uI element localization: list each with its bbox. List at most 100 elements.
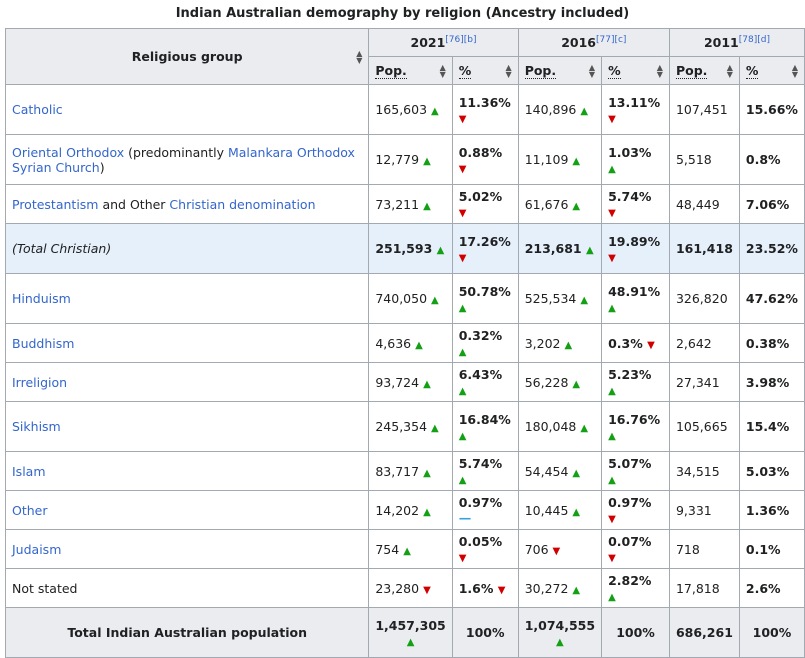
sort-icon[interactable]: ▲ ▼ [588, 62, 596, 79]
religion-link[interactable]: Oriental Orthodox [12, 144, 125, 160]
sort-icon[interactable]: ▲ ▼ [356, 48, 363, 65]
sort-icon[interactable]: ▲ ▼ [726, 62, 733, 79]
pct-2011-header[interactable]: % ▲ ▼ [738, 56, 805, 85]
cell-value: 16.76% [608, 411, 661, 427]
pop-2011-cell: 34,515 [668, 451, 740, 491]
sort-icon[interactable]: ▲ ▼ [439, 62, 446, 79]
year-label: 2011 [703, 35, 739, 51]
cell-value: 5.74% [608, 189, 652, 204]
pct-2016-header[interactable]: % ▲ ▼ [601, 56, 670, 85]
cell-value: 140,896 [524, 102, 577, 117]
religion-link[interactable]: Catholic [12, 102, 63, 117]
religion-link[interactable]: Malankara Orthodox Syrian Church [12, 144, 355, 175]
reference-link[interactable]: [77][c] [595, 34, 627, 45]
cell-value: 1.6% [458, 580, 494, 596]
cell-value: 11,109 [524, 152, 569, 167]
cell-value: 0.97% [608, 495, 652, 510]
religion-link[interactable]: Judaism [12, 541, 62, 557]
cell-value: 54,454 [524, 463, 569, 479]
pct-2011-cell: 2.6% [738, 568, 805, 608]
increase-icon: ▲ [406, 636, 415, 648]
table-row-oriental-orthodox: Oriental Orthodox (predominantly Malanka… [4, 134, 805, 185]
sort-icon[interactable]: ▲ ▼ [656, 62, 663, 79]
pop-2011-total: 686,261 [668, 607, 740, 658]
cell-value: 7.06% [745, 196, 790, 212]
cell-value: 5.03% [745, 463, 790, 479]
pct-2016-cell: 2.82% ▲ [601, 568, 670, 608]
reference-link[interactable]: [76][b] [445, 34, 477, 45]
increase-icon: ▲ [608, 163, 616, 175]
cell-value: 19.89% [608, 233, 661, 249]
sort-icon[interactable]: ▲ ▼ [505, 62, 512, 79]
decrease-icon: ▼ [552, 545, 561, 557]
pct-2016-cell: 16.76% ▲ [601, 401, 670, 452]
increase-icon: ▲ [608, 302, 616, 314]
pop-2021-cell: 14,202 ▲ [368, 490, 453, 530]
increase-icon: ▲ [431, 106, 439, 117]
total-label: Total Indian Australian population [4, 607, 370, 658]
religion-link[interactable]: Christian denomination [169, 196, 316, 212]
religion-link[interactable]: Sikhism [12, 419, 61, 434]
cell-value: 4,636 [375, 335, 412, 351]
pop-2021-cell: 83,717 ▲ [368, 451, 453, 491]
pop-2016-cell: 3,202 ▲ [517, 323, 603, 363]
cell-value: 0.8% [745, 152, 781, 167]
religion-link[interactable]: Hinduism [12, 291, 71, 306]
cell-value: 0.1% [745, 541, 781, 557]
religion-text: (Total Christian) [12, 241, 112, 256]
pop-2011-cell: 2,642 [668, 323, 740, 363]
pct-2021-cell: 0.88% ▼ [451, 134, 519, 185]
cell-value: 6.43% [458, 367, 503, 382]
reference-link[interactable]: [78][d] [738, 34, 770, 45]
increase-icon: ▲ [458, 347, 467, 358]
pct-2021-cell: 11.36% ▼ [451, 84, 519, 135]
increase-icon: ▲ [580, 295, 589, 306]
year-header-2016: 2016[77][c] [517, 28, 670, 57]
religious-group-cell: Hinduism [4, 273, 370, 324]
cell-value: 3.98% [745, 374, 790, 390]
pct-2016-cell: 13.11% ▼ [601, 84, 670, 135]
pop-2021-cell: 12,779 ▲ [368, 134, 453, 185]
year-header-2011: 2011[78][d] [668, 28, 805, 57]
increase-icon: ▲ [572, 156, 581, 167]
pct-2021-header[interactable]: % ▲ ▼ [451, 56, 519, 85]
pct-2021-cell: 0.97% — [451, 490, 519, 530]
religion-link[interactable]: Protestantism [12, 196, 99, 212]
cell-value: 9,331 [675, 502, 712, 518]
sort-icon[interactable]: ▲ ▼ [791, 62, 798, 79]
increase-icon: ▲ [572, 200, 581, 212]
pop-2011-header[interactable]: Pop. ▲ ▼ [668, 56, 740, 85]
cell-value: 213,681 [524, 241, 582, 256]
increase-icon: ▲ [585, 245, 594, 256]
pop-2021-header[interactable]: Pop. ▲ ▼ [368, 56, 453, 85]
table-caption: Indian Australian demography by religion… [175, 6, 630, 21]
religion-link[interactable]: Islam [12, 463, 46, 479]
cell-value: 1,074,555 [524, 617, 596, 633]
religion-link[interactable]: Buddhism [12, 335, 75, 351]
religion-link[interactable]: Irreligion [12, 374, 68, 390]
pop-2021-cell: 754 ▲ [368, 529, 453, 569]
increase-icon: ▲ [458, 302, 467, 314]
increase-icon: ▲ [423, 378, 431, 390]
pct-2021-cell: 5.74% ▲ [451, 451, 519, 491]
cell-value: 13.11% [608, 94, 661, 110]
increase-icon: ▲ [431, 295, 439, 306]
pop-2021-cell: 245,354 ▲ [368, 401, 453, 452]
cell-value: 17.26% [458, 233, 511, 249]
pop-2011-cell: 161,418 [668, 223, 740, 274]
pop-2016-cell: 213,681 ▲ [517, 223, 603, 274]
religious-group-cell: (Total Christian) [4, 223, 370, 274]
pop-label: Pop. [524, 63, 557, 79]
pop-2011-cell: 326,820 [668, 273, 740, 324]
year-label: 2016 [561, 35, 596, 51]
pop-2016-header[interactable]: Pop. ▲ ▼ [517, 56, 603, 85]
cell-value: 754 [375, 541, 400, 557]
increase-icon: ▲ [572, 467, 581, 479]
religious-group-header[interactable]: Religious group ▲ ▼ [4, 28, 370, 85]
cell-value: 706 [524, 541, 549, 557]
religion-link[interactable]: Other [12, 502, 48, 518]
table-row-other: Other 14,202 ▲ 0.97% —10,445 ▲ 0.97% ▼ 9,331… [4, 490, 805, 530]
cell-value: 0.07% [608, 534, 652, 549]
pct-2011-cell: 3.98% [738, 362, 805, 402]
pct-2011-cell: 0.1% [738, 529, 805, 569]
